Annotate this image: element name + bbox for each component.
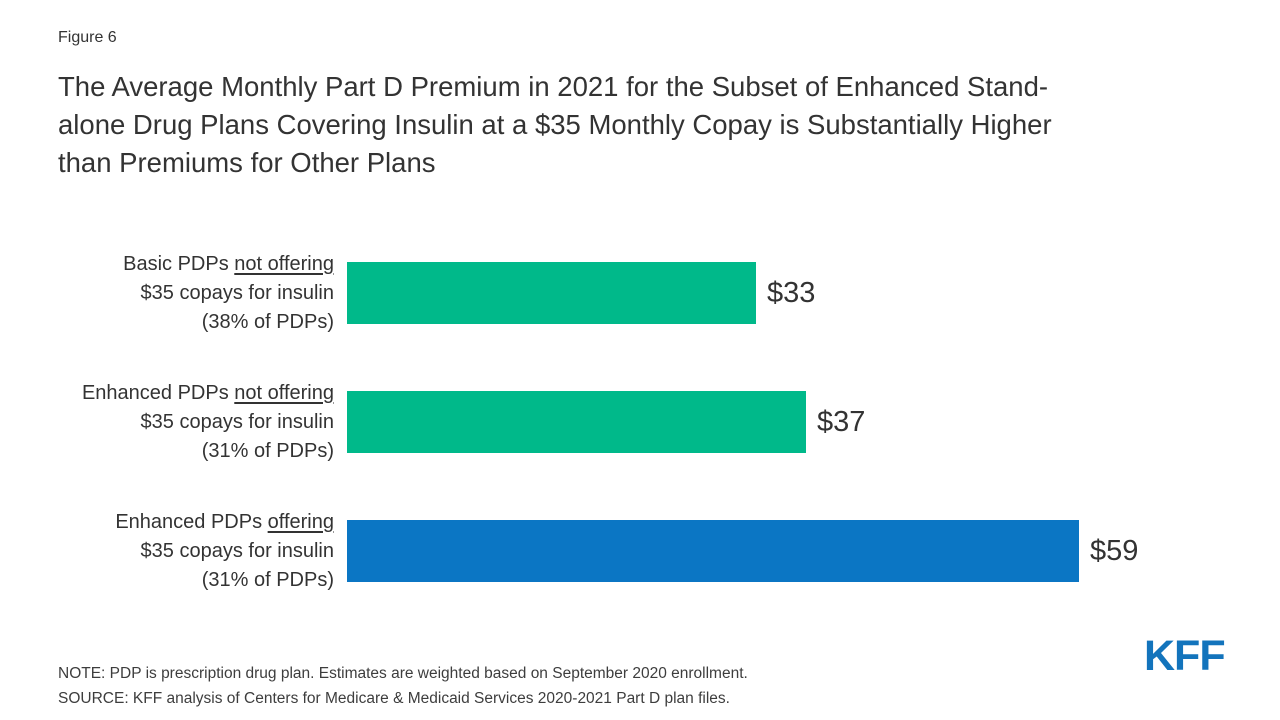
- title-line-3: than Premiums for Other Plans: [58, 147, 436, 178]
- figure-number-label: Figure 6: [58, 29, 117, 46]
- bar-label-line-2: $35 copays for insulin: [140, 539, 334, 562]
- bar-label-line-2: $35 copays for insulin: [140, 281, 334, 304]
- bar-label: Enhanced PDPs not offering $35 copays fo…: [45, 379, 347, 466]
- bar: [347, 520, 1079, 582]
- bar-label-line-3: (31% of PDPs): [201, 568, 334, 591]
- bar-label-line-1: Enhanced PDPs not offering: [81, 381, 334, 404]
- footer-source: SOURCE: KFF analysis of Centers for Medi…: [58, 690, 730, 707]
- title-line-2: alone Drug Plans Covering Insulin at a $…: [58, 109, 1052, 140]
- bar-label-line-3: (31% of PDPs): [201, 439, 334, 462]
- bar-value-label: $59: [1090, 534, 1139, 567]
- kff-logo: KFF: [1144, 632, 1226, 680]
- bar-label-line-3: (38% of PDPs): [201, 310, 334, 333]
- bar-label-line-1: Enhanced PDPs offering: [115, 510, 334, 533]
- bar: [347, 262, 756, 324]
- bar-label: Basic PDPs not offering $35 copays for i…: [45, 250, 347, 337]
- chart-row-enhanced-not-offering: Enhanced PDPs not offering $35 copays fo…: [45, 374, 865, 470]
- chart-row-basic-not-offering: Basic PDPs not offering $35 copays for i…: [45, 245, 815, 341]
- chart-row-enhanced-offering: Enhanced PDPs offering $35 copays for in…: [45, 503, 1138, 599]
- footer-note: NOTE: PDP is prescription drug plan. Est…: [58, 665, 748, 682]
- bar-value-label: $33: [767, 276, 816, 309]
- bar: [347, 391, 806, 453]
- underlined-phrase: not offering: [234, 252, 334, 275]
- bar-label-line-1: Basic PDPs not offering: [123, 252, 334, 275]
- underlined-phrase: offering: [267, 510, 334, 533]
- page-title: The Average Monthly Part D Premium in 20…: [58, 68, 1238, 182]
- bar-label: Enhanced PDPs offering $35 copays for in…: [45, 508, 347, 595]
- bar-value-label: $37: [817, 405, 866, 438]
- underlined-phrase: not offering: [234, 381, 334, 404]
- title-line-1: The Average Monthly Part D Premium in 20…: [58, 71, 1049, 102]
- bar-label-line-2: $35 copays for insulin: [140, 410, 334, 433]
